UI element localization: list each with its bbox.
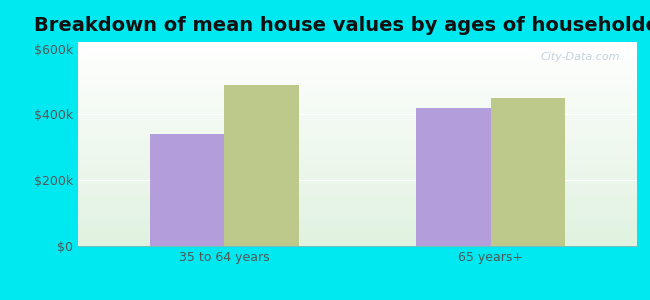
Bar (224, 85, 299, 246)
Bar (416, 108, 491, 246)
Bar (491, 98, 565, 246)
Bar (150, 134, 224, 246)
Title: Breakdown of mean house values by ages of householders: Breakdown of mean house values by ages o… (34, 16, 650, 35)
Text: City-Data.com: City-Data.com (541, 52, 620, 62)
